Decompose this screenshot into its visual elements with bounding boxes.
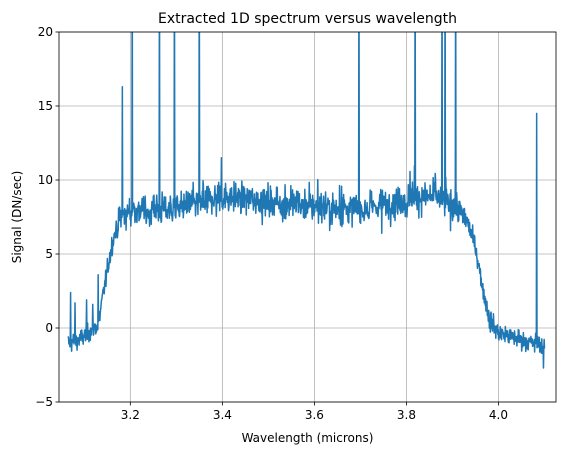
x-axis-label: Wavelength (microns) [242,431,374,445]
series-layer [67,32,546,369]
plot-frame [58,31,557,403]
tick-layer: 3.2 3.4 3.6 3.8 4.0 −5 0 5 10 15 20 [35,25,508,422]
y-tick-label: 5 [45,247,53,261]
x-tick-label: 3.6 [305,408,324,422]
x-tick-label: 3.4 [213,408,232,422]
y-tick-label: 10 [38,173,53,187]
y-tick-label: 15 [38,99,53,113]
x-tick-label: 4.0 [489,408,508,422]
y-tick-label: 0 [45,321,53,335]
chart-title: Extracted 1D spectrum versus wavelength [158,11,457,27]
y-tick-label: 20 [38,25,53,39]
y-tick-label: −5 [35,395,53,409]
x-tick-label: 3.8 [397,408,416,422]
y-axis-label: Signal (DN/sec) [10,171,24,264]
x-tick-label: 3.2 [121,408,140,422]
spectrum-line [67,32,546,369]
